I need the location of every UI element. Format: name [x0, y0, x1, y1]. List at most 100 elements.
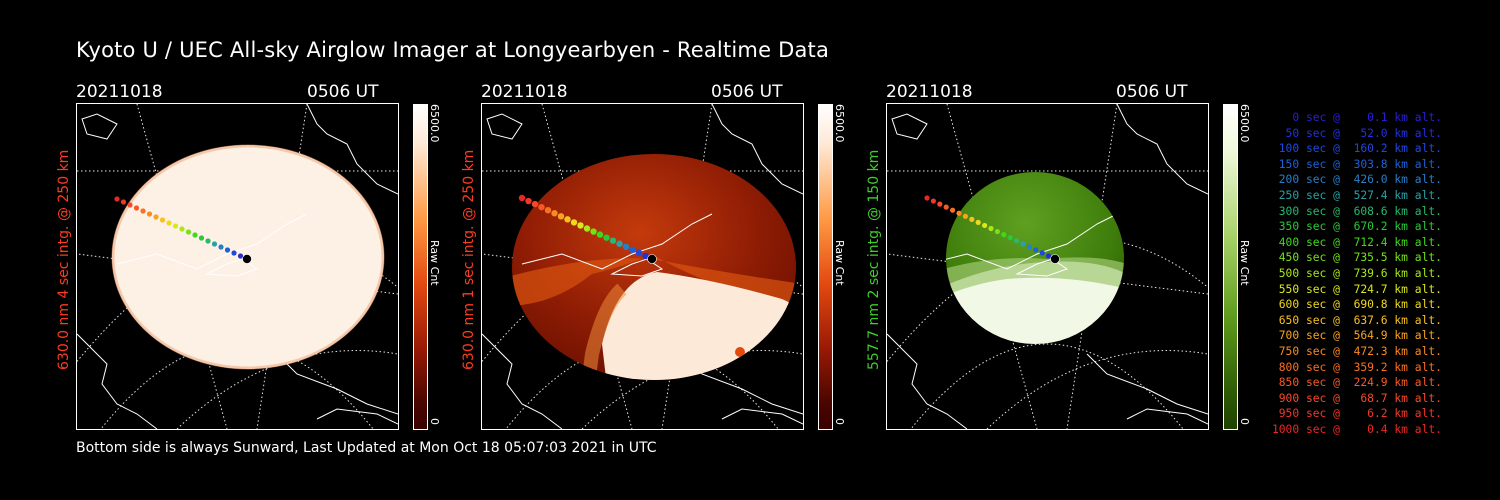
trajectory-dot [988, 225, 994, 232]
trajectory-dot [538, 203, 545, 211]
trajectory-dot [192, 232, 198, 238]
sky-map-2 [482, 104, 803, 429]
trajectory-dot [629, 246, 636, 254]
trajectory-dot [609, 237, 617, 244]
panel-2-colorbar-max: 6500.0 [833, 104, 846, 143]
page-title: Kyoto U / UEC All-sky Airglow Imager at … [76, 38, 830, 62]
legend-item: 800 sec @ 359.2 km alt. [1271, 360, 1442, 374]
trajectory-dot [1033, 247, 1039, 253]
trajectory-dot [937, 201, 943, 207]
legend-item: 450 sec @ 735.5 km alt. [1271, 251, 1442, 265]
panel-3-date: 20211018 [886, 82, 973, 102]
trajectory-legend: 0 sec @ 0.1 km alt. 50 sec @ 52.0 km alt… [1262, 110, 1442, 437]
legend-item: 300 sec @ 608.6 km alt. [1271, 204, 1442, 218]
trajectory-dot [237, 253, 244, 259]
trajectory-dot [1007, 235, 1013, 241]
panel-2-colorbar [818, 104, 833, 430]
panel-1-colorbar-max: 6500.0 [428, 104, 441, 143]
legend-item: 400 sec @ 712.4 km alt. [1271, 235, 1442, 249]
sky-map-3 [887, 104, 1208, 429]
legend-item: 850 sec @ 224.9 km alt. [1271, 376, 1442, 390]
trajectory-dot [525, 197, 532, 205]
trajectory-dot [133, 205, 140, 211]
trajectory-dot [570, 219, 578, 226]
trajectory-dot [994, 228, 1000, 235]
trajectory-dot [930, 198, 936, 204]
trajectory-dot [969, 216, 975, 222]
legend-item: 500 sec @ 739.6 km alt. [1271, 266, 1442, 280]
trajectory-dot [551, 210, 558, 217]
trajectory-dot [616, 240, 623, 247]
trajectory-dot [153, 214, 159, 220]
trajectory-dot [596, 231, 604, 238]
panel-3-skyimage [886, 103, 1209, 430]
panel-3-wavelength-label: 557.7 nm 2 sec intg. @ 150 km [866, 149, 882, 370]
trajectory-dot [603, 234, 610, 241]
trajectory-dot [218, 244, 224, 250]
legend-item: 600 sec @ 690.8 km alt. [1271, 298, 1442, 312]
legend-item: 550 sec @ 724.7 km alt. [1271, 282, 1442, 296]
trajectory-dot [1039, 250, 1045, 256]
trajectory-dot [120, 199, 127, 205]
trajectory-dot [622, 243, 630, 250]
trajectory-dot [159, 217, 166, 223]
panel-3-colorbar-min: 0 [1238, 418, 1251, 425]
trajectory-dot [577, 222, 584, 229]
trajectory-dot [962, 213, 968, 219]
legend-item: 750 sec @ 472.3 km alt. [1271, 344, 1442, 358]
panel-1-colorbar-unit: Raw Cnt [428, 240, 441, 286]
trajectory-dot [531, 200, 539, 208]
trajectory-dot [1014, 238, 1020, 244]
trajectory-dot [1026, 244, 1032, 250]
trajectory-dot [198, 235, 205, 241]
trajectory-dot [956, 210, 962, 216]
panel-1-skyimage [76, 103, 399, 430]
station-marker [242, 254, 252, 264]
station-marker [1050, 254, 1060, 264]
trajectory-dot [205, 238, 211, 244]
legend-item: 350 sec @ 670.2 km alt. [1271, 220, 1442, 234]
legend-item: 200 sec @ 426.0 km alt. [1271, 173, 1442, 187]
panel-1-date: 20211018 [76, 82, 163, 102]
trajectory-dot [642, 252, 649, 260]
trajectory-dot [127, 202, 133, 208]
trajectory-dot [172, 223, 179, 229]
trajectory-dot [1046, 253, 1052, 259]
panel-2-date: 20211018 [481, 82, 568, 102]
trajectory-dot [114, 196, 120, 202]
legend-item: 950 sec @ 6.2 km alt. [1271, 407, 1442, 421]
legend-item: 900 sec @ 68.7 km alt. [1271, 391, 1442, 405]
trajectory-dot [564, 216, 571, 223]
legend-item: 0 sec @ 0.1 km alt. [1271, 111, 1442, 124]
trajectory-dot [146, 211, 153, 217]
station-marker [647, 254, 657, 264]
legend-item: 100 sec @ 160.2 km alt. [1271, 142, 1442, 156]
trajectory-dot [211, 241, 218, 247]
panel-3-colorbar-unit: Raw Cnt [1238, 240, 1251, 286]
trajectory-dot [635, 249, 643, 257]
panel-1-colorbar [413, 104, 428, 430]
trajectory-dot [943, 204, 949, 210]
legend-item: 650 sec @ 637.6 km alt. [1271, 313, 1442, 327]
trajectory-dot [583, 225, 591, 232]
panel-2-skyimage [481, 103, 804, 430]
legend-item: 150 sec @ 303.8 km alt. [1271, 157, 1442, 171]
panel-3-time: 0506 UT [1116, 82, 1188, 102]
trajectory-dot [924, 195, 930, 201]
panel-2-wavelength-label: 630.0 nm 1 sec intg. @ 250 km [461, 149, 477, 370]
footer-status: Bottom side is always Sunward, Last Upda… [76, 440, 657, 456]
trajectory-dot [166, 220, 172, 226]
trajectory-dot [1020, 241, 1026, 247]
panel-2-colorbar-unit: Raw Cnt [833, 240, 846, 286]
legend-item: 700 sec @ 564.9 km alt. [1271, 329, 1442, 343]
trajectory-dot [975, 219, 981, 225]
trajectory-dot [179, 226, 185, 232]
legend-item: 1000 sec @ 0.4 km alt. [1271, 422, 1442, 436]
trajectory-dot [590, 228, 597, 235]
panel-2-colorbar-min: 0 [833, 418, 846, 425]
trajectory-dot [950, 207, 956, 213]
trajectory-dot [1001, 232, 1007, 238]
panel-1-wavelength-label: 630.0 nm 4 sec intg. @ 250 km [56, 149, 72, 370]
panel-3-colorbar-max: 6500.0 [1238, 104, 1251, 143]
trajectory-dot [140, 208, 146, 214]
